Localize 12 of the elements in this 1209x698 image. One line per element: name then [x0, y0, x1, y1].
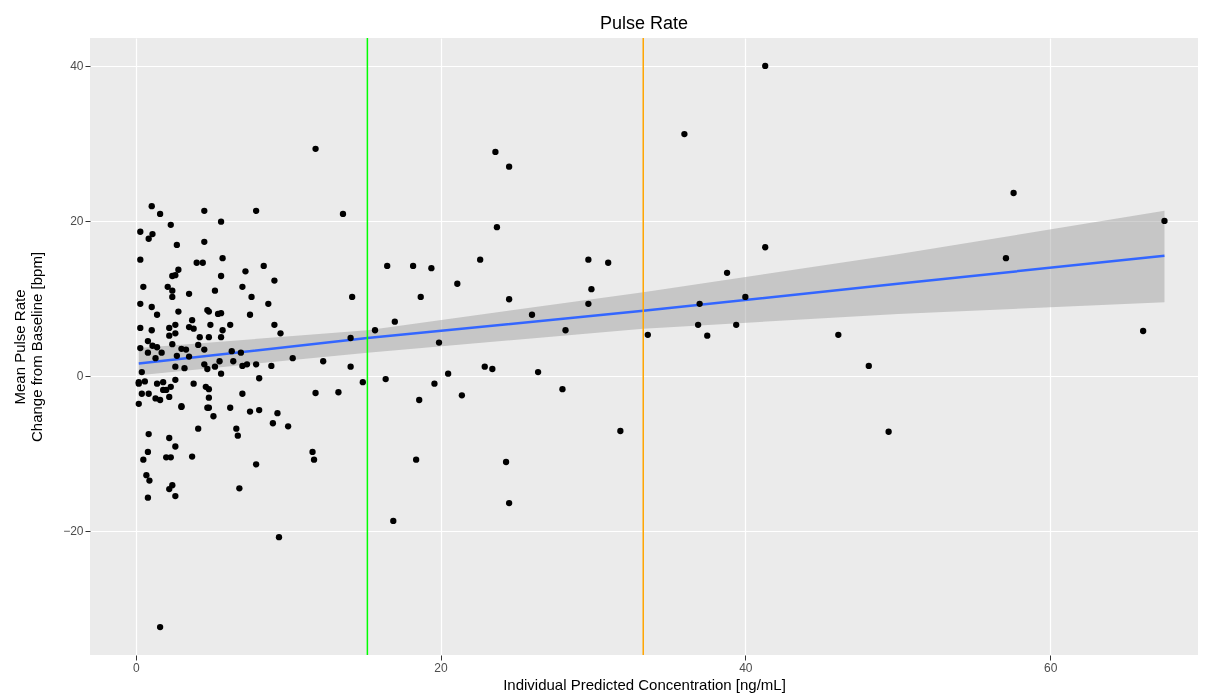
y-tick-label: 20 [70, 214, 84, 229]
x-tick-label: 60 [1043, 660, 1058, 675]
y-tick-label: −20 [63, 524, 84, 539]
y-tick-label: 40 [70, 59, 84, 74]
chart-title: Pulse Rate [599, 13, 689, 34]
x-tick-label: 40 [739, 660, 753, 675]
x-axis-title: Individual Predicted Concentration [ng/mL] [503, 675, 786, 693]
y-tick-label: 0 [76, 369, 84, 384]
line-series [137, 254, 1166, 365]
x-tick-label: 0 [132, 660, 140, 675]
y-axis-title: Mean Pulse Rate Change from Baseline [bpm] [11, 251, 46, 443]
x-tick-label: 20 [434, 660, 449, 675]
